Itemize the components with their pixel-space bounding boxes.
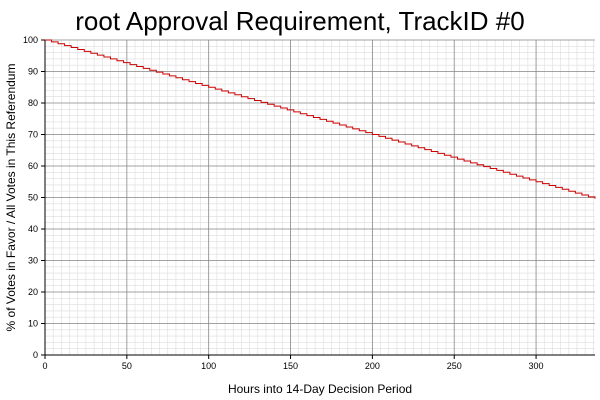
- x-tick-label: 0: [42, 361, 47, 371]
- y-tick-label: 60: [28, 161, 38, 171]
- x-tick-label: 200: [365, 361, 380, 371]
- approval-curve-line: [45, 39, 596, 199]
- y-tick-label: 90: [28, 67, 38, 77]
- y-tick-label: 30: [28, 256, 38, 266]
- axes: [41, 39, 595, 359]
- series-layer: [45, 39, 596, 199]
- major-grid: [44, 39, 595, 356]
- x-tick-label: 300: [529, 361, 544, 371]
- x-axis-label: Hours into 14-Day Decision Period: [228, 382, 412, 396]
- x-tick-label: 50: [122, 361, 132, 371]
- y-tick-label: 10: [28, 319, 38, 329]
- x-tick-label: 150: [283, 361, 298, 371]
- y-tick-label: 40: [28, 224, 38, 234]
- chart-title: root Approval Requirement, TrackID #0: [75, 6, 525, 36]
- y-tick-label: 20: [28, 287, 38, 297]
- y-tick-label: 100: [23, 35, 38, 45]
- y-tick-label: 50: [28, 193, 38, 203]
- tick-labels: 0 50 100 150 200 250 300 0 10 20 30 40 50 60 70 80 90 100: [23, 35, 544, 371]
- x-tick-label: 100: [201, 361, 216, 371]
- y-tick-label: 0: [33, 350, 38, 360]
- x-tick-label: 250: [447, 361, 462, 371]
- y-tick-label: 80: [28, 98, 38, 108]
- y-tick-label: 70: [28, 130, 38, 140]
- y-axis-label: % of Votes in Favor / All Votes in This …: [4, 64, 18, 332]
